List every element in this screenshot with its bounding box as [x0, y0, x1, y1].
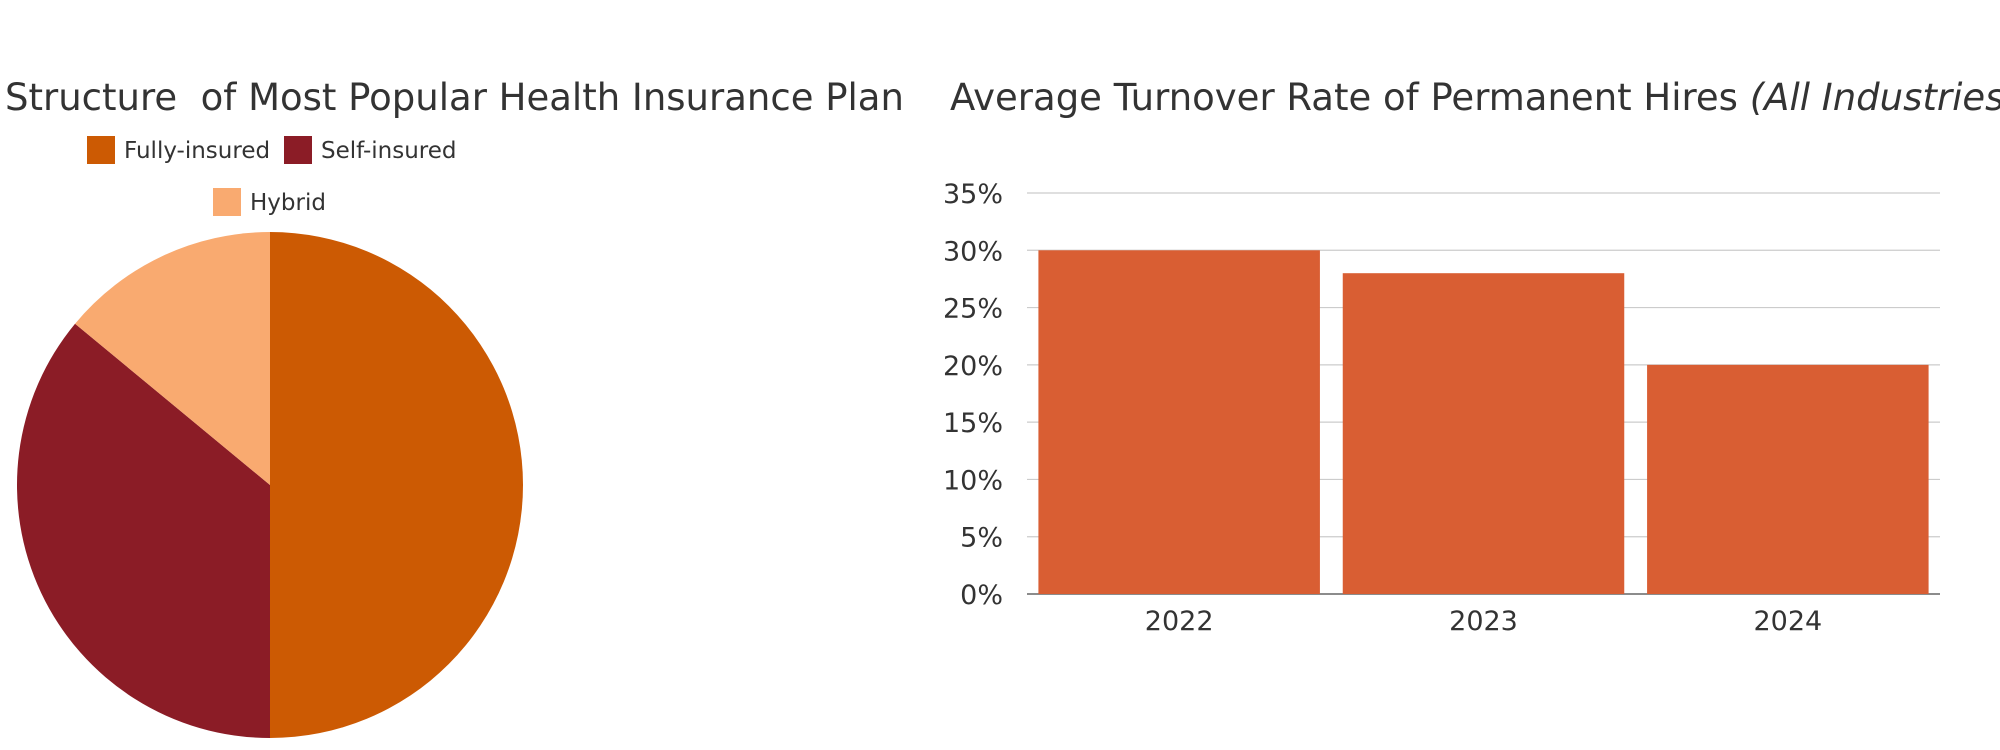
- bar-series: [1038, 250, 1929, 595]
- pie-slice-self-insured: [16, 323, 271, 738]
- pie-slice-fully-insured: [270, 232, 523, 738]
- x-axis-ticks: 2022 2023 2024: [1145, 606, 1822, 637]
- x-tick-label: 2023: [1449, 606, 1518, 637]
- pie-chart: Structure of Most Popular Health Insuran…: [5, 76, 904, 738]
- legend-swatch-fully-insured: [87, 136, 115, 164]
- bar-chart-title-emphasis: (All Industries): [1750, 76, 2000, 119]
- y-axis-ticks: 0% 5% 10% 15% 20% 25% 30% 35%: [943, 179, 1003, 611]
- x-tick-label: 2024: [1753, 606, 1822, 637]
- pie-chart-title: Structure of Most Popular Health Insuran…: [5, 76, 904, 119]
- y-tick-label: 5%: [960, 523, 1003, 554]
- y-tick-label: 0%: [960, 580, 1003, 611]
- y-tick-label: 10%: [943, 465, 1003, 496]
- bar-2024: [1647, 364, 1929, 594]
- y-tick-label: 35%: [943, 179, 1003, 210]
- legend-label-self-insured: Self-insured: [321, 138, 457, 164]
- y-tick-label: 30%: [943, 236, 1003, 267]
- y-tick-label: 25%: [943, 294, 1003, 325]
- bar-chart-title: Average Turnover Rate of Permanent Hires…: [950, 76, 2000, 119]
- pie-slice-hybrid: [75, 231, 270, 485]
- bar-2023: [1342, 273, 1625, 594]
- legend-label-hybrid: Hybrid: [250, 190, 326, 216]
- legend-swatch-hybrid: [213, 188, 241, 216]
- bar-2022: [1038, 250, 1320, 595]
- pie-slices: [16, 231, 523, 738]
- x-tick-label: 2022: [1145, 606, 1214, 637]
- bar-chart: Average Turnover Rate of Permanent Hires…: [943, 76, 2000, 637]
- legend-label-fully-insured: Fully-insured: [124, 138, 270, 164]
- bar-chart-title-main: Average Turnover Rate of Permanent Hires: [950, 76, 1750, 119]
- legend-swatch-self-insured: [284, 136, 312, 164]
- y-tick-label: 20%: [943, 351, 1003, 382]
- y-tick-label: 15%: [943, 408, 1003, 439]
- pie-legend: Fully-insured Self-insured Hybrid: [87, 136, 457, 216]
